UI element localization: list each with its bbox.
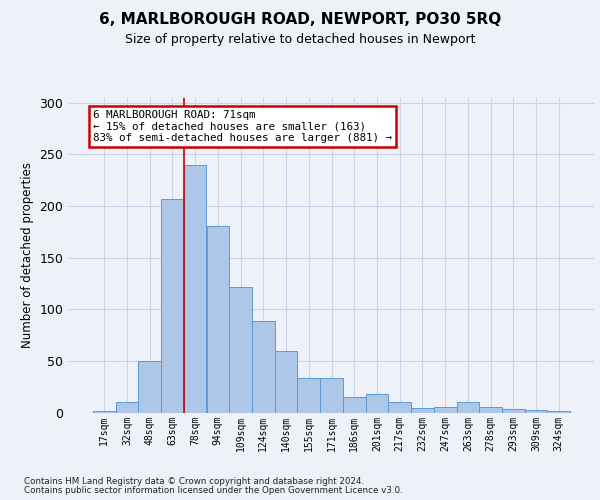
Bar: [229, 286, 252, 412]
Bar: [479, 408, 502, 412]
Text: 6, MARLBOROUGH ROAD, NEWPORT, PO30 5RQ: 6, MARLBOROUGH ROAD, NEWPORT, PO30 5RQ: [99, 12, 501, 28]
Bar: [343, 397, 365, 412]
Bar: [252, 320, 275, 412]
Bar: [457, 402, 479, 412]
Bar: [524, 410, 547, 412]
Bar: [434, 408, 457, 412]
Bar: [365, 394, 388, 412]
Bar: [411, 408, 434, 412]
Bar: [161, 198, 184, 412]
Bar: [206, 226, 229, 412]
Y-axis label: Number of detached properties: Number of detached properties: [21, 162, 34, 348]
Text: 6 MARLBOROUGH ROAD: 71sqm
← 15% of detached houses are smaller (163)
83% of semi: 6 MARLBOROUGH ROAD: 71sqm ← 15% of detac…: [93, 110, 392, 143]
Bar: [388, 402, 411, 412]
Bar: [275, 350, 298, 412]
Bar: [320, 378, 343, 412]
Text: Size of property relative to detached houses in Newport: Size of property relative to detached ho…: [125, 32, 475, 46]
Bar: [184, 164, 206, 412]
Bar: [139, 361, 161, 412]
Bar: [298, 378, 320, 412]
Bar: [502, 410, 524, 412]
Bar: [116, 402, 139, 412]
Text: Contains public sector information licensed under the Open Government Licence v3: Contains public sector information licen…: [24, 486, 403, 495]
Text: Contains HM Land Registry data © Crown copyright and database right 2024.: Contains HM Land Registry data © Crown c…: [24, 477, 364, 486]
